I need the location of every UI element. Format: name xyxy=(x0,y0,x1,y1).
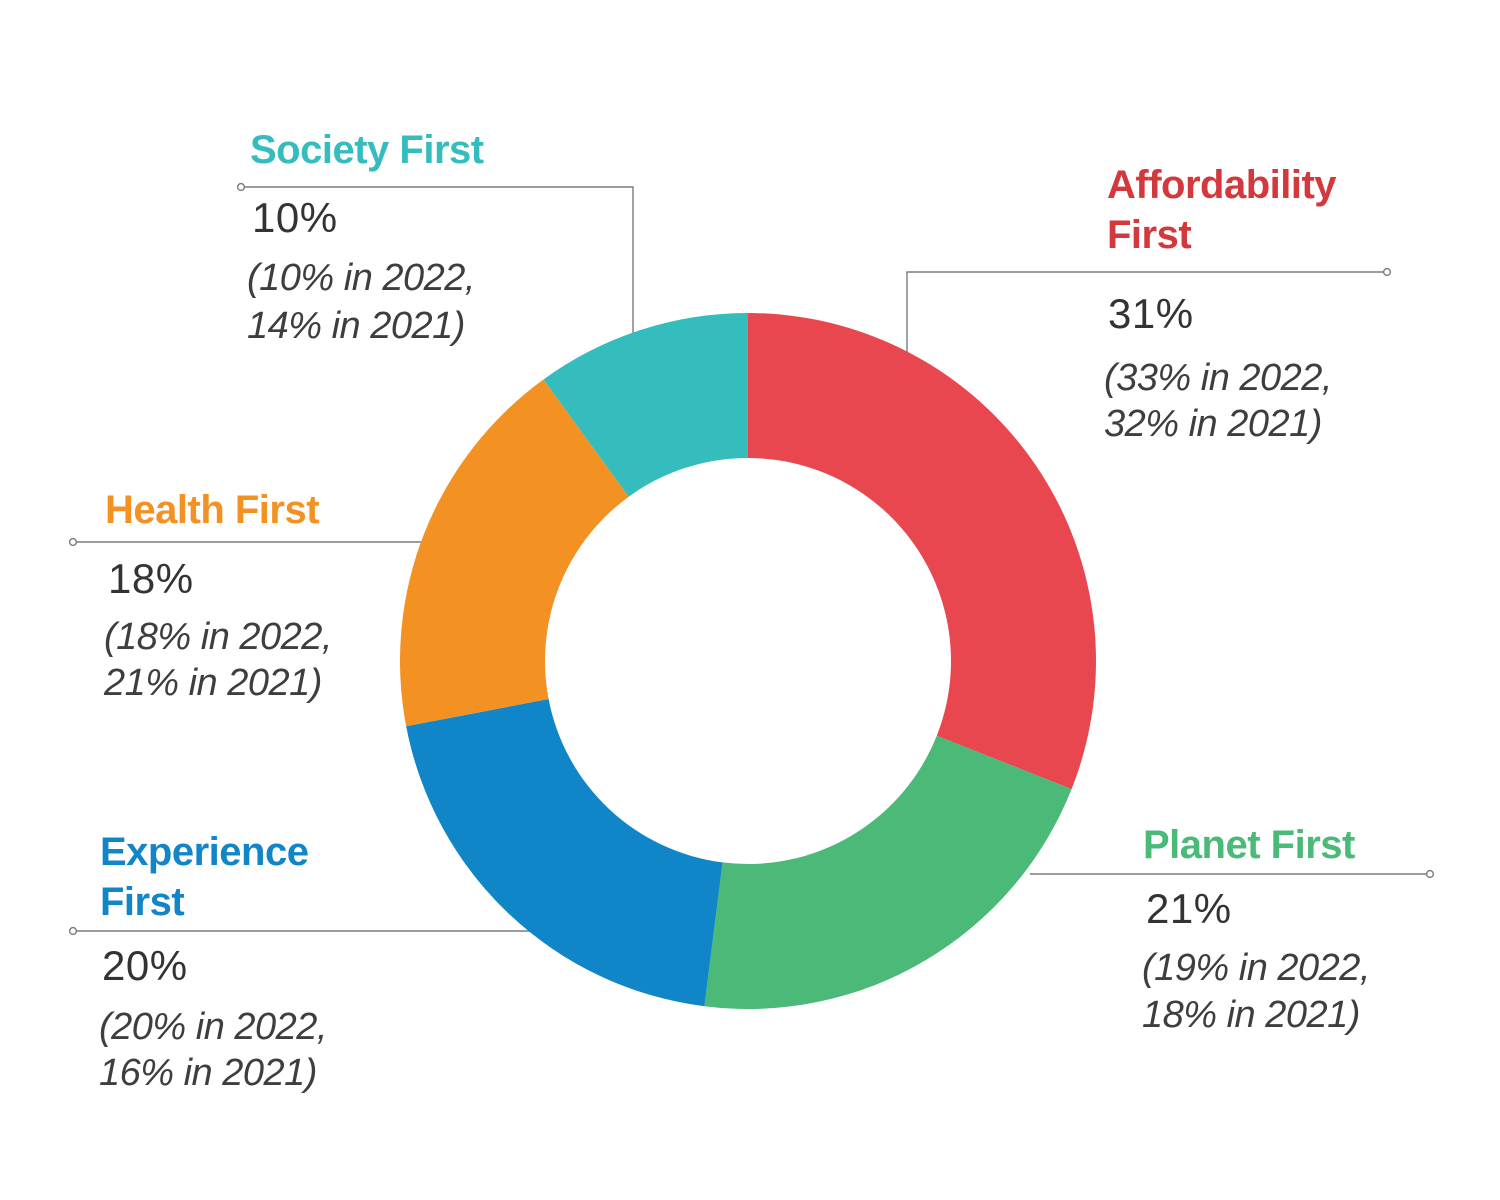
donut-segment-society xyxy=(543,313,748,497)
leader-lines xyxy=(68,182,1435,936)
leader-dot-health xyxy=(68,537,78,547)
callout-health-title: Health First xyxy=(105,488,320,532)
leader-dot-affordability xyxy=(1382,267,1392,277)
leader-line-society xyxy=(244,186,634,345)
callout-society-value: 10% xyxy=(252,194,338,241)
donut-segment-health xyxy=(399,379,629,727)
leader-dot-society xyxy=(236,182,246,192)
donut-segments xyxy=(399,313,1096,1010)
callout-health-value: 18% xyxy=(108,555,194,602)
callout-experience-value: 20% xyxy=(102,942,188,989)
donut-segment-affordability xyxy=(748,313,1096,790)
callout-affordability-detail: (33% in 2022, 32% in 2021) xyxy=(1104,357,1333,445)
callout-planet-title: Planet First xyxy=(1143,823,1355,867)
callout-planet-detail: (19% in 2022, 18% in 2021) xyxy=(1142,947,1371,1036)
callout-affordability-value: 31% xyxy=(1108,290,1194,337)
leader-dot-experience xyxy=(68,926,78,936)
callout-experience-detail: (20% in 2022, 16% in 2021) xyxy=(99,1006,328,1094)
callout-affordability-title: Affordability First xyxy=(1107,163,1337,257)
callout-society-detail: (10% in 2022, 14% in 2021) xyxy=(247,257,476,347)
leader-line-affordability xyxy=(906,271,1384,360)
leader-dot-planet xyxy=(1425,869,1435,879)
callout-society-title: Society First xyxy=(250,128,484,172)
callout-planet-value: 21% xyxy=(1146,885,1232,932)
callout-experience-title: Experience First xyxy=(100,830,309,924)
donut-segment-planet xyxy=(704,735,1072,1010)
donut-segment-experience xyxy=(406,699,723,1007)
callout-health-detail: (18% in 2022, 21% in 2021) xyxy=(104,616,333,704)
